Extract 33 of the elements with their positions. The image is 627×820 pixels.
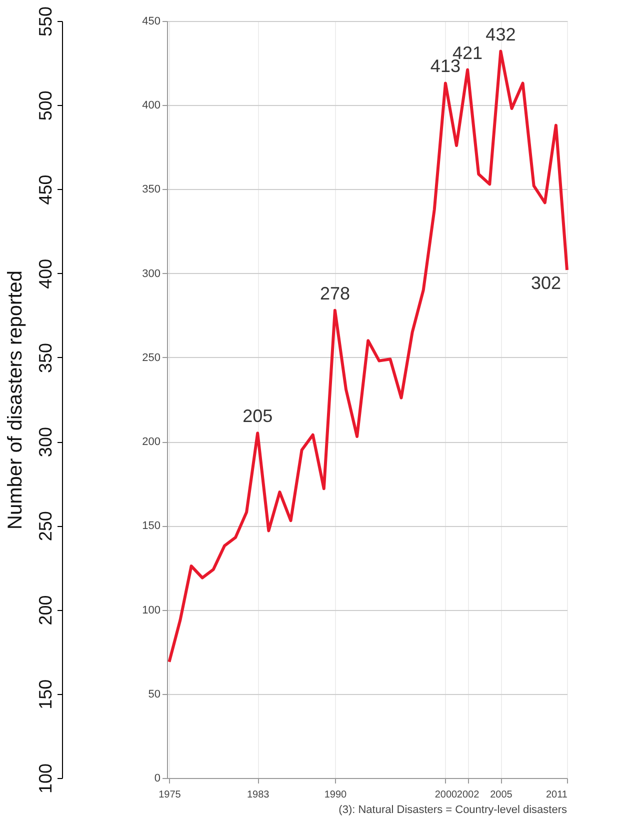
y2-tick-label: 250: [36, 511, 56, 542]
y-tick-label: 200: [142, 436, 160, 448]
x-tick-label: 2011: [546, 790, 568, 800]
y2-tick-label: 350: [36, 342, 56, 373]
y2-axis-title: Number of disasters reported: [4, 270, 26, 530]
x-tick-label: 1983: [246, 790, 270, 800]
y-tick-label: 400: [142, 100, 160, 112]
x-tick-label: 1975: [158, 790, 182, 800]
y-tick-label: 250: [142, 352, 160, 364]
text: (3): Natural Disasters = Country-level disasters: [338, 804, 568, 816]
y2-tick-label: 450: [36, 174, 56, 205]
data-label: 302: [530, 272, 561, 293]
y2-tick-label: 200: [36, 595, 56, 626]
data-label: 278: [320, 283, 350, 304]
y-tick-label: 0: [154, 772, 160, 784]
y2-tick-label: 500: [36, 90, 56, 121]
y2-tick-label: 400: [36, 258, 56, 289]
y2-tick-label: 150: [36, 679, 56, 710]
data-label: 432: [486, 24, 516, 44]
y2-tick-label: 100: [36, 763, 56, 794]
x-tick-label: 1990: [324, 790, 348, 800]
x-tick-label: 2002: [456, 790, 480, 800]
y-tick-label: 300: [142, 268, 160, 280]
y-tick-label: 350: [142, 184, 160, 196]
x-tick-label: 2000: [434, 790, 458, 800]
y-tick-label: 150: [142, 520, 160, 532]
y-tick-label: 50: [148, 688, 160, 700]
y-tick-label: 450: [142, 16, 160, 28]
y2-tick-label: 550: [36, 6, 56, 37]
data-label: 205: [242, 406, 273, 426]
y-tick-label: 100: [142, 604, 160, 616]
y2-tick-label: 300: [36, 427, 56, 458]
x-tick-label: 2005: [490, 790, 513, 800]
